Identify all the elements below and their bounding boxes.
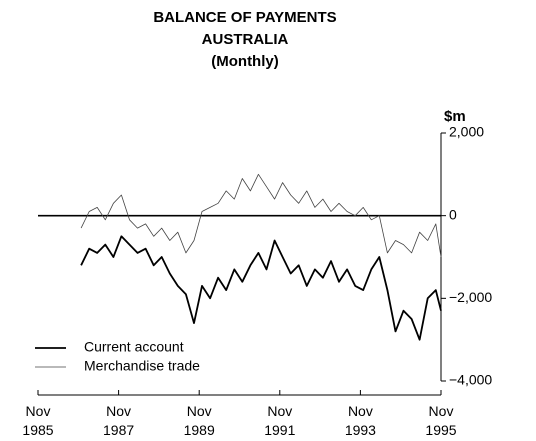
y-tick-label: 2,000 bbox=[449, 124, 484, 140]
chart-title: AUSTRALIA bbox=[202, 31, 289, 48]
y-tick-label: −2,000 bbox=[449, 289, 492, 305]
series-line bbox=[80, 235, 442, 341]
series-line bbox=[80, 173, 442, 258]
x-tick-label: Nov 1993 bbox=[345, 403, 376, 438]
y-tick-label: −4,000 bbox=[449, 372, 492, 388]
legend-label: Current account bbox=[84, 339, 184, 355]
x-tick-label: Nov 1991 bbox=[264, 403, 295, 438]
y-tick-label: 0 bbox=[449, 206, 457, 222]
x-tick-label: Nov 1995 bbox=[425, 403, 456, 438]
x-tick-label: Nov 1987 bbox=[103, 403, 134, 438]
x-tick-label: Nov 1985 bbox=[22, 403, 53, 438]
y-axis-label: $m bbox=[444, 108, 466, 125]
chart-title: (Monthly) bbox=[211, 53, 278, 70]
chart-title: BALANCE OF PAYMENTS bbox=[153, 9, 336, 26]
x-tick-label: Nov 1989 bbox=[184, 403, 215, 438]
legend-label: Merchandise trade bbox=[84, 358, 200, 374]
